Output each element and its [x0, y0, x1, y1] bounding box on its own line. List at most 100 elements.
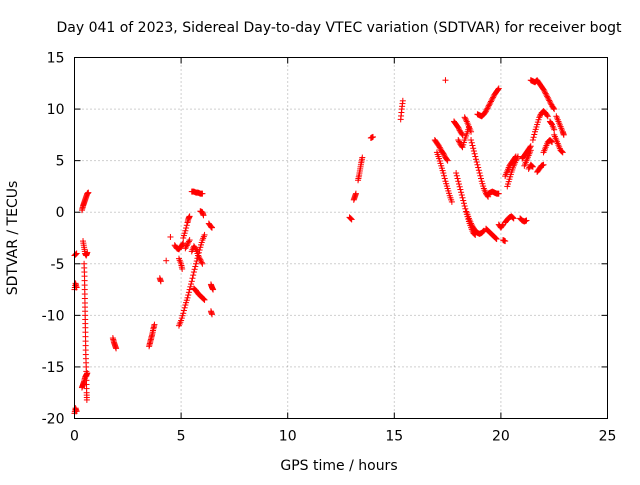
data-point [475, 164, 482, 171]
x-tick-label: 5 [177, 429, 186, 445]
data-point [514, 153, 521, 160]
data-point [547, 100, 554, 107]
data-point [184, 294, 191, 301]
data-point [528, 162, 535, 169]
data-point [188, 281, 195, 288]
data-point [529, 163, 536, 170]
x-tick-label: 0 [70, 429, 79, 445]
data-point [455, 138, 462, 145]
data-point [545, 96, 552, 103]
data-point [509, 214, 516, 221]
data-point [502, 238, 509, 245]
x-tick-label: 20 [492, 429, 510, 445]
data-point [455, 124, 462, 131]
data-point [536, 112, 543, 119]
data-point [558, 148, 565, 155]
data-point [514, 154, 521, 161]
y-tick-label: -10 [42, 308, 65, 324]
data-point [542, 90, 549, 97]
data-point [476, 170, 483, 177]
data-point [473, 156, 480, 163]
data-point [201, 296, 208, 303]
data-point [458, 189, 465, 196]
data-point [461, 114, 468, 121]
data-point [183, 243, 190, 250]
data-point [440, 150, 447, 157]
data-point [544, 113, 551, 120]
data-point [468, 221, 475, 228]
data-point [470, 148, 477, 155]
data-point [461, 203, 468, 210]
data-point [490, 94, 497, 101]
data-point [509, 214, 516, 221]
data-point [195, 249, 202, 256]
data-point [499, 222, 506, 229]
data-point [462, 115, 469, 122]
data-point [188, 278, 195, 285]
data-point [195, 252, 202, 259]
data-point [480, 228, 487, 235]
data-point [485, 104, 492, 111]
data-point [113, 345, 120, 352]
y-tick-label: 15 [47, 51, 65, 67]
data-point [458, 192, 465, 199]
data-point [454, 175, 461, 182]
data-point [193, 260, 200, 267]
data-point [196, 247, 203, 254]
data-point [473, 159, 480, 166]
data-point [492, 235, 499, 242]
data-point [453, 172, 460, 179]
data-point [468, 128, 475, 135]
data-point [459, 131, 466, 138]
data-point [495, 190, 502, 197]
grid-lines [74, 57, 608, 419]
data-point [559, 148, 566, 155]
data-point [441, 172, 448, 179]
y-tick-label: 10 [47, 102, 65, 118]
data-point [495, 86, 502, 93]
data-point [484, 105, 491, 112]
data-point [483, 106, 490, 113]
data-point [181, 304, 188, 311]
data-point [200, 212, 207, 219]
y-tick-label: -20 [42, 412, 65, 428]
data-point [559, 149, 566, 156]
data-point [551, 106, 558, 113]
data-point [458, 143, 465, 150]
data-point [443, 156, 450, 163]
data-point [536, 114, 543, 121]
data-point [209, 311, 216, 318]
data-point [185, 292, 192, 299]
data-point [482, 108, 489, 115]
data-point [550, 105, 557, 112]
data-point [186, 237, 193, 244]
data-point [185, 289, 192, 296]
data-point [187, 283, 194, 290]
data-point [495, 85, 502, 92]
data-point [472, 153, 479, 160]
data-point [488, 97, 495, 104]
data-point [189, 275, 196, 282]
data-point [456, 183, 463, 190]
data-point [463, 117, 470, 124]
data-point [487, 99, 494, 106]
data-point [551, 126, 558, 133]
data-point [157, 278, 164, 285]
data-point [453, 170, 460, 177]
data-point [468, 137, 475, 144]
data-point [479, 229, 486, 236]
data-point [463, 208, 470, 215]
y-axis-label: SDTVAR / TECUs [5, 181, 21, 296]
data-point [478, 175, 485, 182]
data-points [71, 77, 567, 417]
data-point [523, 217, 530, 224]
data-point [548, 120, 555, 127]
y-tick-label: 0 [56, 205, 65, 221]
data-point [544, 94, 551, 101]
data-point [485, 102, 492, 109]
data-point [201, 231, 208, 238]
data-point [83, 396, 90, 403]
data-point [440, 170, 447, 177]
data-point [399, 97, 406, 104]
data-point [200, 295, 207, 302]
